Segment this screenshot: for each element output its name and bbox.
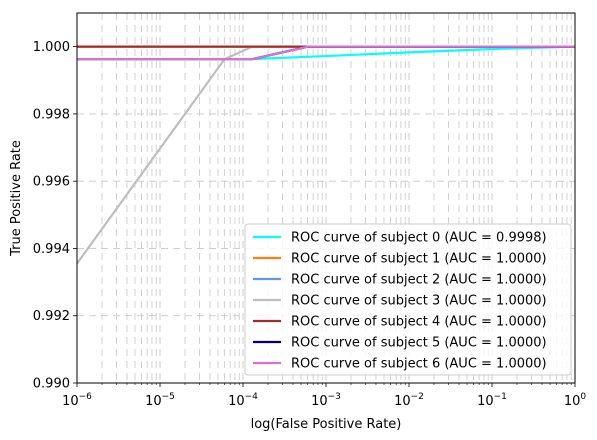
y-tick-label: 0.990 (33, 377, 70, 392)
x-tick-label: 10−4 (228, 392, 258, 409)
y-tick-label: 1.000 (33, 40, 70, 55)
legend-label-5: ROC curve of subject 5 (AUC = 1.0000) (291, 336, 547, 351)
y-tick-label: 0.994 (33, 242, 70, 257)
legend-label-1: ROC curve of subject 1 (AUC = 1.0000) (291, 252, 547, 267)
legend-label-3: ROC curve of subject 3 (AUC = 1.0000) (291, 294, 547, 309)
x-tick-label: 100 (564, 392, 587, 409)
x-tick-label: 10−3 (311, 392, 341, 409)
y-axis-label: True Positive Rate (9, 140, 24, 257)
legend-label-0: ROC curve of subject 0 (AUC = 0.9998) (291, 231, 547, 246)
x-tick-label: 10−1 (477, 392, 507, 409)
grid (76, 13, 576, 384)
x-tick-label: 10−6 (62, 392, 92, 409)
legend-label-2: ROC curve of subject 2 (AUC = 1.0000) (291, 273, 547, 288)
legend: ROC curve of subject 0 (AUC = 0.9998) ROC… (244, 223, 572, 376)
legend-box (244, 223, 572, 376)
y-tick-label: 0.996 (33, 175, 70, 190)
series-line-6 (77, 45, 575, 61)
x-tick-label: 10−2 (394, 392, 424, 409)
legend-label-6: ROC curve of subject 6 (AUC = 1.0000) (291, 357, 547, 372)
series-lines (76, 45, 576, 265)
axis-ticks: 0.990 0.992 0.994 0.996 0.998 1.000 10−6 10−5 10… (33, 40, 587, 409)
x-axis-label: log(False Positive Rate) (251, 417, 402, 432)
y-tick-label: 0.992 (33, 309, 70, 324)
y-tick-label: 0.998 (33, 107, 70, 122)
legend-label-4: ROC curve of subject 4 (AUC = 1.0000) (291, 315, 547, 330)
x-tick-label: 10−5 (145, 392, 175, 409)
